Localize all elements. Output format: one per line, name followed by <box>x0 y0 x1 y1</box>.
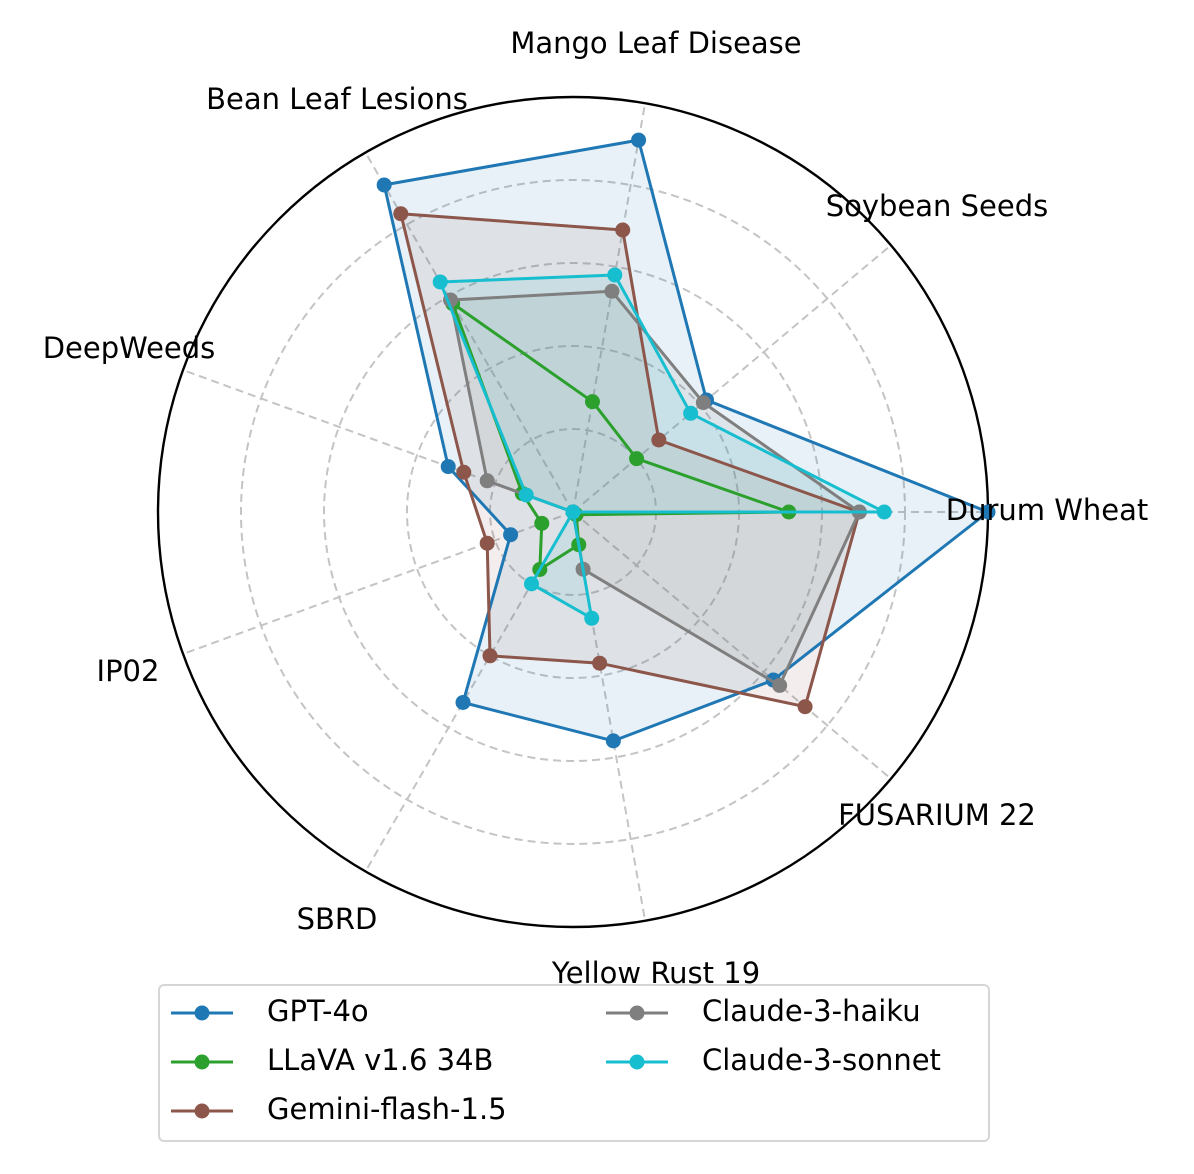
series-1-point-1 <box>629 451 645 467</box>
legend-label-1: LLaVA v1.6 34B <box>267 1043 493 1077</box>
legend: GPT-4o LLaVA v1.6 34B Gemini-flash-1.5 Clau… <box>158 984 990 1142</box>
axis-label-0: Durum Wheat <box>946 493 1149 527</box>
series-1-point-5 <box>534 515 550 531</box>
series-0 <box>376 132 996 749</box>
series-lines <box>376 132 996 749</box>
legend-item-0: GPT-4o <box>171 994 369 1028</box>
series-4-point-4 <box>518 487 534 503</box>
legend-marker-4 <box>629 1054 645 1070</box>
series-2-point-2 <box>615 222 631 238</box>
series-2-point-8 <box>797 699 813 715</box>
legend-marker-3 <box>629 1005 645 1021</box>
legend-item-2: Gemini-flash-1.5 <box>171 1092 507 1126</box>
legend-marker-2 <box>194 1103 210 1119</box>
legend-label-3: Claude-3-haiku <box>702 994 921 1028</box>
axis-labels: Durum Wheat Soybean Seeds Mango Leaf Disea… <box>43 26 1149 990</box>
series-0-point-0 <box>980 504 996 520</box>
spoke-8 <box>572 511 892 780</box>
series-2-point-5 <box>479 535 495 551</box>
axis-label-3: Bean Leaf Lesions <box>206 82 468 116</box>
series-4-point-2 <box>607 267 623 283</box>
legend-item-3: Claude-3-haiku <box>606 994 921 1028</box>
series-fills <box>384 140 988 741</box>
series-4-point-0 <box>876 504 892 520</box>
series-1-point-2 <box>584 394 600 410</box>
series-0-point-5 <box>503 527 519 543</box>
legend-box <box>158 984 990 1142</box>
series-4-point-7 <box>584 610 600 626</box>
series-fill-3 <box>450 291 860 686</box>
series-3-point-2 <box>604 283 620 299</box>
legend-item-4: Claude-3-sonnet <box>606 1043 941 1077</box>
series-2-point-3 <box>393 206 409 222</box>
series-2-point-6 <box>482 648 498 664</box>
series-2-point-4 <box>456 464 472 480</box>
axis-label-6: SBRD <box>297 902 378 936</box>
series-0-point-7 <box>605 733 621 749</box>
series-4-point-3 <box>432 274 448 290</box>
series-line-0 <box>382 138 990 743</box>
legend-marker-1 <box>194 1054 210 1070</box>
series-3-point-1 <box>695 395 711 411</box>
series-4-point-6 <box>524 576 539 592</box>
series-0-point-6 <box>455 694 471 710</box>
axis-label-8: FUSARIUM 22 <box>838 798 1036 832</box>
spoke-2 <box>572 103 647 513</box>
spoke-1 <box>572 244 892 513</box>
series-4-point-8 <box>565 504 581 520</box>
series-4 <box>432 267 892 626</box>
series-0-point-2 <box>631 132 647 148</box>
axis-label-1: Soybean Seeds <box>826 189 1049 223</box>
series-4-point-1 <box>683 405 699 421</box>
series-3-point-8 <box>772 677 788 693</box>
legend-label-4: Claude-3-sonnet <box>702 1043 941 1077</box>
axis-label-4: DeepWeeds <box>43 331 216 365</box>
legend-label-0: GPT-4o <box>267 994 369 1028</box>
series-3-point-4 <box>479 473 495 489</box>
axis-label-5: IP02 <box>97 654 160 688</box>
legend-item-1: LLaVA v1.6 34B <box>171 1043 493 1077</box>
legend-label-2: Gemini-flash-1.5 <box>267 1092 507 1126</box>
series-0-point-4 <box>440 459 456 475</box>
axis-label-2: Mango Leaf Disease <box>510 26 801 60</box>
series-0-point-3 <box>376 177 392 193</box>
series-line-4 <box>438 273 886 620</box>
series-line-2 <box>399 212 861 709</box>
legend-marker-0 <box>194 1005 210 1021</box>
series-2-point-1 <box>651 432 667 448</box>
series-2-point-7 <box>592 655 608 671</box>
